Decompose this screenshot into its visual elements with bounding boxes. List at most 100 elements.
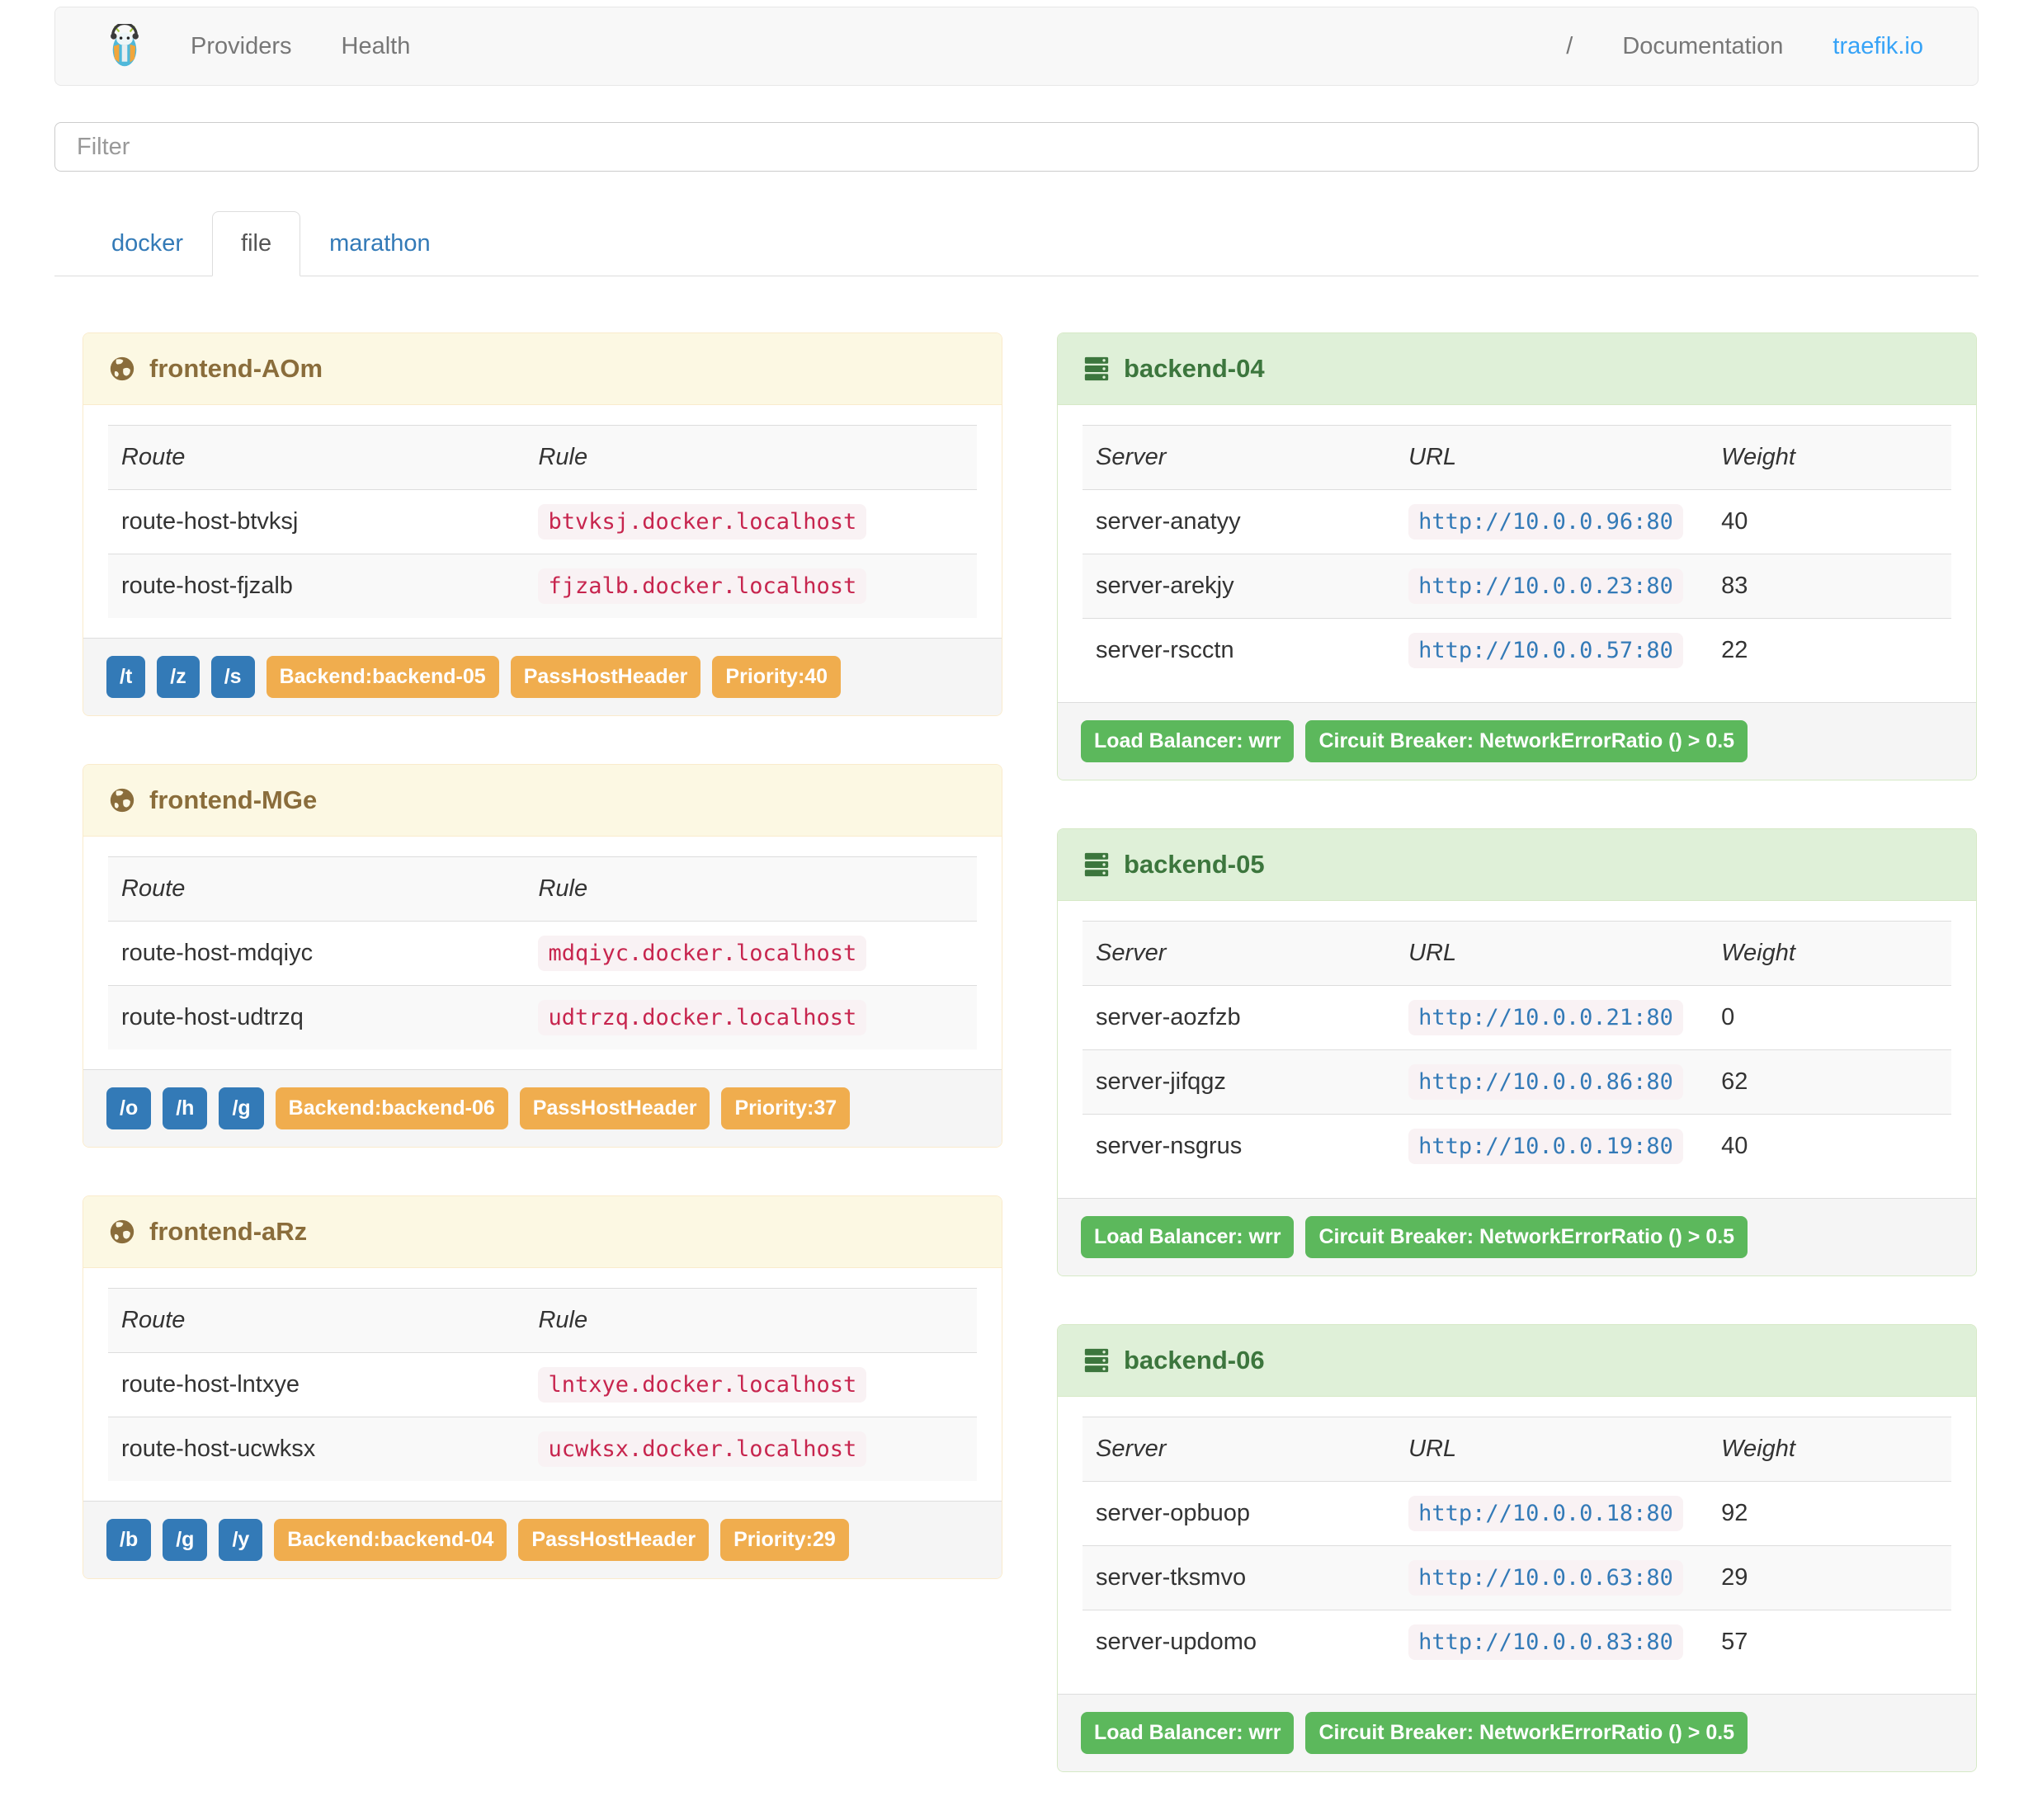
table-row: server-jifqgz http://10.0.0.86:80 62 <box>1083 1049 1951 1115</box>
column-header: Route <box>108 856 526 922</box>
frontend-property-badge: Backend:backend-05 <box>266 656 499 698</box>
frontend-property-badge: PassHostHeader <box>510 656 701 698</box>
nav-link-providers[interactable]: Providers <box>191 32 292 59</box>
traefik-logo-icon[interactable] <box>106 24 143 68</box>
tab-file[interactable]: file <box>212 211 301 276</box>
server-url-link[interactable]: http://10.0.0.18:80 <box>1418 1501 1673 1526</box>
column-header: Rule <box>525 425 977 490</box>
server-url-cell: http://10.0.0.83:80 <box>1395 1610 1709 1674</box>
route-badge: /b <box>106 1519 152 1561</box>
frontend-panel-0: frontend-AOm Route Rule route-host-btvksj b… <box>83 332 1002 716</box>
frontend-panel-body: Route Rule route-host-mdqiyc mdqiyc.docker.… <box>83 837 1002 1069</box>
table-row: server-arekjy http://10.0.0.23:80 83 <box>1083 554 1951 619</box>
server-name-cell: server-anatyy <box>1083 489 1396 554</box>
server-url-cell: http://10.0.0.57:80 <box>1395 618 1709 682</box>
table-row: server-updomo http://10.0.0.83:80 57 <box>1083 1610 1951 1674</box>
nav-link-health[interactable]: Health <box>341 32 411 59</box>
frontend-panel-heading: frontend-AOm <box>83 333 1002 405</box>
rule-code: ucwksx.docker.localhost <box>538 1431 867 1467</box>
table-header-row: Route Rule <box>108 1288 977 1353</box>
panel-title: backend-04 <box>1124 354 1265 383</box>
panel-title: backend-05 <box>1124 850 1265 879</box>
server-url-link[interactable]: http://10.0.0.57:80 <box>1418 638 1673 663</box>
url-code: http://10.0.0.57:80 <box>1408 633 1683 668</box>
url-code: http://10.0.0.21:80 <box>1408 1000 1683 1035</box>
route-name-cell: route-host-ucwksx <box>108 1417 526 1481</box>
route-badge: /s <box>210 656 255 698</box>
column-header: Route <box>108 425 526 490</box>
table-header-row: Server URL Weight <box>1083 425 1951 490</box>
server-url-cell: http://10.0.0.86:80 <box>1395 1049 1709 1115</box>
weight-cell: 62 <box>1708 1049 1951 1115</box>
backend-property-badge: Load Balancer: wrr <box>1081 1216 1295 1258</box>
main-content: frontend-AOm Route Rule route-host-btvksj b… <box>83 332 1977 1820</box>
server-url-cell: http://10.0.0.21:80 <box>1395 985 1709 1050</box>
server-url-link[interactable]: http://10.0.0.23:80 <box>1418 573 1673 599</box>
table-row: server-tksmvo http://10.0.0.63:80 29 <box>1083 1545 1951 1610</box>
nav-link-documentation[interactable]: Documentation <box>1622 32 1784 59</box>
server-url-link[interactable]: http://10.0.0.86:80 <box>1418 1069 1673 1095</box>
backend-panel-2: backend-06 Server URL Weight server-opbuop h… <box>1057 1324 1977 1772</box>
weight-cell: 57 <box>1708 1610 1951 1674</box>
server-url-link[interactable]: http://10.0.0.83:80 <box>1418 1629 1673 1655</box>
backend-panel-footer: Load Balancer: wrr Circuit Breaker: Netwo… <box>1058 1198 1976 1275</box>
table-header-row: Server URL Weight <box>1083 1417 1951 1482</box>
backend-property-badge: Circuit Breaker: NetworkErrorRatio () > … <box>1305 720 1748 762</box>
frontend-panel-heading: frontend-MGe <box>83 765 1002 837</box>
frontend-property-badge: Priority:40 <box>712 656 842 698</box>
server-url-cell: http://10.0.0.63:80 <box>1395 1545 1709 1610</box>
filter-input[interactable] <box>54 122 1979 172</box>
server-name-cell: server-jifqgz <box>1083 1049 1396 1115</box>
frontend-property-badge: Backend:backend-06 <box>275 1087 508 1129</box>
url-code: http://10.0.0.23:80 <box>1408 568 1683 604</box>
server-stack-icon <box>1083 1346 1111 1374</box>
frontend-property-badge: Priority:29 <box>720 1519 849 1561</box>
frontend-panel-1: frontend-MGe Route Rule route-host-mdqiyc m… <box>83 764 1002 1148</box>
rule-cell: btvksj.docker.localhost <box>525 489 977 554</box>
server-url-link[interactable]: http://10.0.0.21:80 <box>1418 1005 1673 1030</box>
backend-panel-heading: backend-05 <box>1058 829 1976 901</box>
server-name-cell: server-nsgrus <box>1083 1114 1396 1178</box>
tab-marathon[interactable]: marathon <box>329 230 431 257</box>
table-row: route-host-lntxye lntxye.docker.localhost <box>108 1352 977 1417</box>
route-badge: /o <box>106 1087 152 1129</box>
tab-docker[interactable]: docker <box>111 230 184 257</box>
rule-cell: lntxye.docker.localhost <box>525 1352 977 1417</box>
rule-code: btvksj.docker.localhost <box>538 504 867 540</box>
route-badge: /y <box>219 1519 263 1561</box>
server-name-cell: server-updomo <box>1083 1610 1396 1674</box>
panel-title: frontend-AOm <box>149 354 323 383</box>
top-navbar: Providers Health / Documentation traefik… <box>54 7 1979 86</box>
column-header: URL <box>1395 921 1709 986</box>
backend-property-badge: Load Balancer: wrr <box>1081 720 1295 762</box>
column-header: Server <box>1083 1417 1396 1482</box>
route-name-cell: route-host-udtrzq <box>108 985 526 1049</box>
frontends-column: frontend-AOm Route Rule route-host-btvksj b… <box>83 332 1002 1627</box>
route-name-cell: route-host-fjzalb <box>108 554 526 618</box>
route-badge: /g <box>219 1087 264 1129</box>
server-stack-icon <box>1083 851 1111 879</box>
table-row: server-rscctn http://10.0.0.57:80 22 <box>1083 618 1951 682</box>
rule-code: fjzalb.docker.localhost <box>538 568 867 604</box>
server-name-cell: server-tksmvo <box>1083 1545 1396 1610</box>
frontend-panel-heading: frontend-aRz <box>83 1196 1002 1268</box>
weight-cell: 40 <box>1708 489 1951 554</box>
server-url-link[interactable]: http://10.0.0.96:80 <box>1418 509 1673 535</box>
column-header: Weight <box>1708 1417 1951 1482</box>
rule-code: lntxye.docker.localhost <box>538 1367 867 1403</box>
frontend-panel-2: frontend-aRz Route Rule route-host-lntxye l… <box>83 1195 1002 1579</box>
column-header: Weight <box>1708 921 1951 986</box>
server-url-link[interactable]: http://10.0.0.19:80 <box>1418 1134 1673 1159</box>
backend-panel-heading: backend-06 <box>1058 1325 1976 1397</box>
nav-link-traefik-io[interactable]: traefik.io <box>1833 32 1923 59</box>
url-code: http://10.0.0.19:80 <box>1408 1129 1683 1164</box>
globe-icon <box>108 355 136 383</box>
rule-cell: fjzalb.docker.localhost <box>525 554 977 618</box>
backend-property-badge: Circuit Breaker: NetworkErrorRatio () > … <box>1305 1712 1748 1754</box>
frontend-panel-footer: /o/h/g Backend:backend-06 PassHostHeader P… <box>83 1069 1002 1147</box>
url-code: http://10.0.0.86:80 <box>1408 1064 1683 1100</box>
filter-bar <box>54 122 1979 172</box>
url-code: http://10.0.0.18:80 <box>1408 1496 1683 1531</box>
nav-link-slash[interactable]: / <box>1566 32 1573 59</box>
weight-cell: 29 <box>1708 1545 1951 1610</box>
